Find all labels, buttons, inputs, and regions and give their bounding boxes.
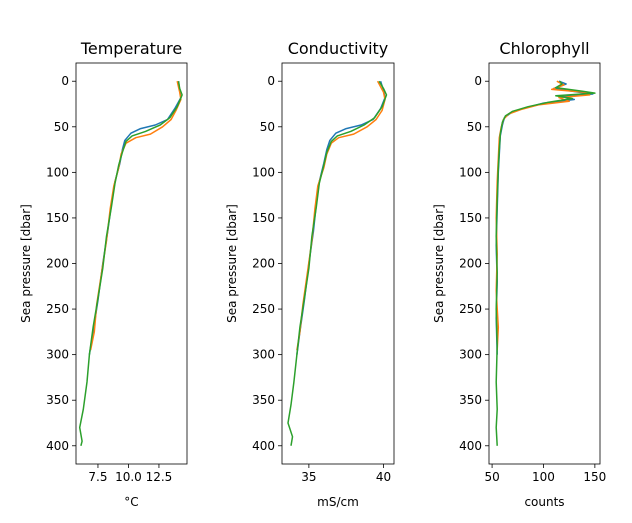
y-tick-label: 100 xyxy=(46,165,69,179)
x-tick-label: 10.0 xyxy=(115,470,142,484)
axes-frame xyxy=(488,62,601,465)
y-axis-label: Sea pressure [dbar] xyxy=(225,204,239,323)
chart-title: Conductivity xyxy=(288,39,389,58)
y-tick-label: 100 xyxy=(459,165,482,179)
y-tick-label: 250 xyxy=(252,302,275,316)
x-tick-label: 100 xyxy=(532,470,555,484)
y-axis-label: Sea pressure [dbar] xyxy=(432,204,446,323)
y-tick-label: 400 xyxy=(459,439,482,453)
x-tick-label: 12.5 xyxy=(146,470,173,484)
x-tick-label: 40 xyxy=(376,470,391,484)
x-tick-label: 35 xyxy=(301,470,316,484)
y-tick-label: 250 xyxy=(46,302,69,316)
x-tick-label: 7.5 xyxy=(88,470,107,484)
axes-frame xyxy=(281,62,395,465)
x-tick-label: 150 xyxy=(583,470,606,484)
y-tick-label: 0 xyxy=(474,74,482,88)
y-tick-label: 350 xyxy=(459,393,482,407)
series-line xyxy=(287,80,388,446)
y-tick-label: 0 xyxy=(61,74,69,88)
panel-chlorophyll: 50 100 150 0 50 100 150 200 250 300 350 400 Chloroph… xyxy=(432,39,606,509)
chart-title: Chlorophyll xyxy=(499,39,589,58)
y-tick-label: 50 xyxy=(260,120,275,134)
series-line xyxy=(89,81,182,351)
axes-frame xyxy=(75,62,188,465)
series-line xyxy=(495,80,594,355)
x-tick-label: 50 xyxy=(484,470,499,484)
x-axis-label: mS/cm xyxy=(317,495,359,509)
panel-conductivity: 35 40050100150200250300350400Conductivity… xyxy=(225,39,395,509)
series-line xyxy=(495,80,591,351)
y-tick-label: 250 xyxy=(459,302,482,316)
series-line xyxy=(78,81,183,446)
y-tick-label: 300 xyxy=(46,348,69,362)
y-tick-label: 150 xyxy=(46,211,69,225)
y-tick-label: 150 xyxy=(459,211,482,225)
y-tick-label: 300 xyxy=(252,348,275,362)
series-line xyxy=(495,80,596,446)
y-tick-label: 400 xyxy=(46,439,69,453)
y-tick-label: 50 xyxy=(467,120,482,134)
y-tick-label: 0 xyxy=(267,74,275,88)
y-tick-label: 150 xyxy=(252,211,275,225)
y-tick-label: 350 xyxy=(252,393,275,407)
y-tick-label: 200 xyxy=(252,257,275,271)
x-axis-label: °C xyxy=(124,495,138,509)
y-tick-label: 50 xyxy=(54,120,69,134)
y-tick-label: 350 xyxy=(46,393,69,407)
y-axis-label: Sea pressure [dbar] xyxy=(19,204,33,323)
y-tick-label: 200 xyxy=(46,257,69,271)
y-tick-label: 300 xyxy=(459,348,482,362)
x-axis-label: counts xyxy=(524,495,564,509)
chart-title: Temperature xyxy=(80,39,182,58)
series-line xyxy=(296,80,386,351)
y-tick-label: 400 xyxy=(252,439,275,453)
y-tick-label: 200 xyxy=(459,257,482,271)
y-tick-label: 100 xyxy=(252,165,275,179)
panel-temperature: 7.5 10.0 12.5 0 50 100 150 200 250 300 350 400 Tempe… xyxy=(19,39,188,509)
